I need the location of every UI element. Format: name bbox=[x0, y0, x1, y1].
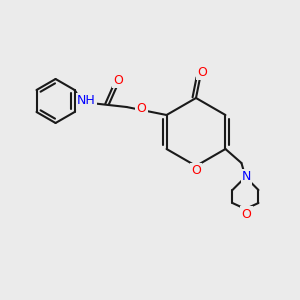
Text: O: O bbox=[114, 74, 124, 86]
Text: NH: NH bbox=[77, 94, 96, 107]
Text: O: O bbox=[242, 208, 251, 220]
Text: O: O bbox=[191, 164, 201, 178]
Text: O: O bbox=[197, 65, 207, 79]
Text: O: O bbox=[136, 103, 146, 116]
Text: N: N bbox=[242, 170, 251, 184]
